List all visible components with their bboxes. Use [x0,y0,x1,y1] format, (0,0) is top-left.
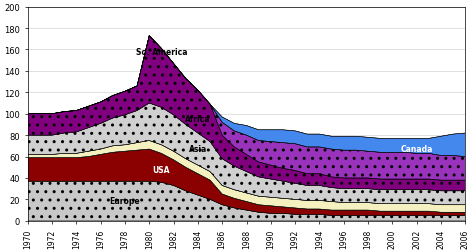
Text: Australia: Australia [397,123,436,132]
Text: Africa: Africa [185,114,210,123]
Text: USA: USA [153,165,170,174]
Text: So. America: So. America [136,48,187,57]
Text: Asia: Asia [189,144,207,153]
Text: Canada: Canada [401,144,433,153]
Text: Europe: Europe [109,196,140,205]
